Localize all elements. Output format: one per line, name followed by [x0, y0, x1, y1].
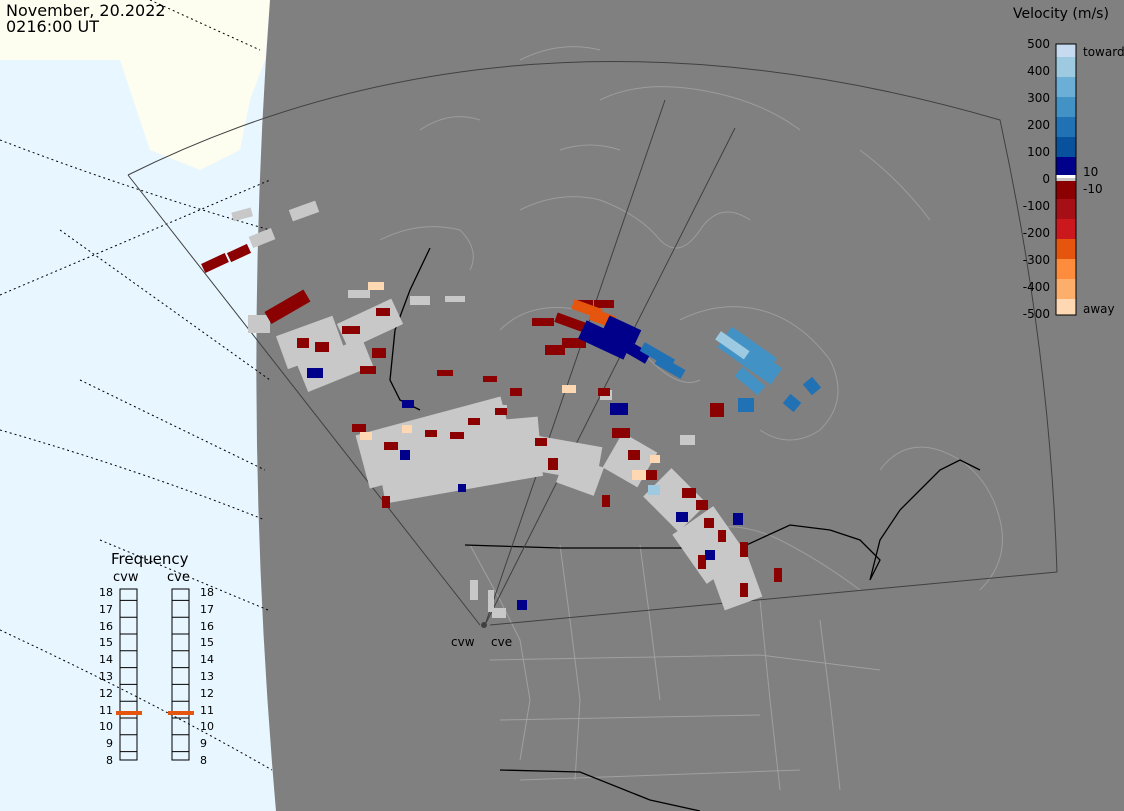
frequency-scale-left: 8: [106, 754, 113, 767]
frequency-scale-right: 13: [200, 670, 214, 683]
frequency-scale-left: 13: [99, 670, 113, 683]
frequency-scale-right: 8: [200, 754, 207, 767]
map-disc: [256, 0, 1124, 811]
frequency-scale-right: 9: [200, 737, 207, 751]
colorbar-tick-label: 500: [1027, 37, 1050, 51]
colorbar-tick-label: 0: [1042, 172, 1050, 186]
date-label: November, 20.2022: [6, 1, 166, 20]
frequency-scale-right: 17: [200, 602, 214, 616]
province-lines: [469, 544, 881, 791]
frequency-scale-right: 15: [200, 636, 214, 650]
colorbar-neg-threshold: -10: [1083, 182, 1103, 196]
velocity-away-cells: [201, 243, 782, 597]
frequency-scale-left: 12: [99, 686, 113, 700]
field-of-view: [127, 60, 1058, 626]
colorbar-tick-label: -300: [1022, 253, 1050, 267]
frequency-scale-right: 11: [200, 703, 214, 717]
frequency-left-radar: cvw: [113, 570, 139, 585]
frequency-scale-left: 15: [99, 636, 113, 650]
radar-site-scatter: [492, 608, 506, 618]
colorbar-tick-label: 100: [1027, 145, 1050, 159]
time-label: 0216:00 UT: [6, 17, 100, 36]
frequency-scale-right: 12: [200, 686, 214, 700]
radar-site-marker: [481, 622, 487, 628]
graticule: [0, 0, 273, 771]
velocity-fastest-toward-cells: [648, 331, 750, 495]
velocity-colorbar: [1055, 43, 1077, 316]
frequency-scale-right: 14: [200, 653, 214, 667]
velocity-toward-cells: [307, 315, 743, 610]
frequency-scale-left: 18: [99, 586, 113, 599]
colorbar-away-label: away: [1083, 302, 1115, 316]
colorbar-tick-label: 300: [1027, 91, 1050, 105]
frequency-scale-right: 10: [200, 720, 214, 734]
frequency-scale-right: 18: [200, 586, 214, 599]
velocity-far-away-cells: [360, 282, 660, 480]
colorbar-tick-label: 400: [1027, 64, 1050, 78]
outer-land: [0, 0, 270, 170]
radar-site-cve: cve: [491, 635, 513, 649]
frequency-scale-left: 9: [106, 737, 113, 751]
colorbar-tick-label: -400: [1022, 280, 1050, 294]
colorbar-tick-label: 200: [1027, 118, 1050, 132]
frequency-scale-right: 16: [200, 619, 214, 633]
colorbar-tick-label: -100: [1022, 199, 1050, 213]
frequency-scale-left: 11: [99, 703, 113, 717]
colorbar-pos-threshold: 10: [1083, 165, 1099, 179]
radar-site-cvw: cvw: [451, 635, 475, 649]
frequency-right-radar: cve: [167, 570, 190, 585]
velocity-medium-toward-cells: [639, 342, 822, 413]
frequency-scale-left: 17: [99, 602, 113, 616]
frequency-title: Frequency: [111, 550, 189, 568]
colorbar-title: Velocity (m/s): [1013, 6, 1109, 22]
colorbar-tick-label: -500: [1022, 307, 1050, 321]
colorbar-tick-label: -200: [1022, 226, 1050, 240]
frequency-panel-graphic: [116, 588, 194, 761]
frequency-scale-left: 16: [99, 619, 113, 633]
frequency-scale-left: 10: [99, 720, 113, 734]
frequency-scale-left: 14: [99, 653, 113, 667]
colorbar-toward-label: toward: [1083, 45, 1124, 59]
